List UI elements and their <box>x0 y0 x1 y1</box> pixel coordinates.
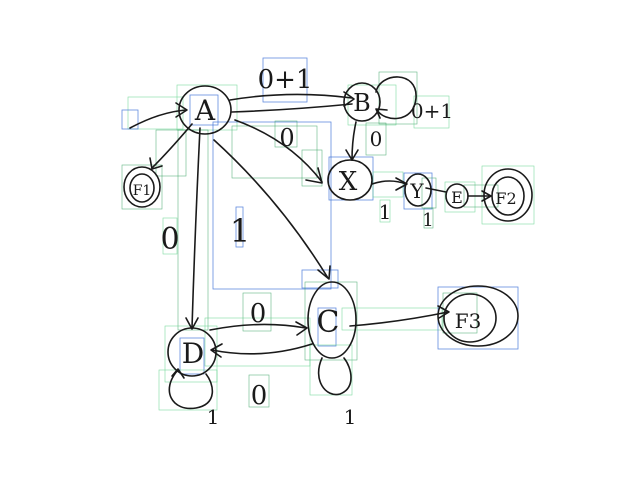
state-a: A <box>178 85 232 135</box>
edge-d-self-loop <box>168 369 214 410</box>
edge-y-to-e <box>425 187 447 193</box>
edge-label-d-to-c: 0 <box>250 299 267 329</box>
state-d: D <box>167 327 217 377</box>
edge-a-to-c <box>213 139 329 279</box>
edge-c-to-d <box>211 343 313 355</box>
state-c: C <box>307 281 357 359</box>
state-b-label: B <box>353 89 371 117</box>
state-f2-accepting: F2 <box>483 168 533 222</box>
state-y: Y <box>404 173 432 207</box>
state-b: B <box>343 82 381 122</box>
edge-label-d-self: 1 <box>207 405 220 429</box>
state-y-label: Y <box>409 179 424 203</box>
state-nodes: A B X Y E F2 F1 C <box>123 82 533 377</box>
edge-label-b-self: 0+1 <box>411 99 453 123</box>
state-f3-label: F3 <box>455 309 482 333</box>
annotation-boxes <box>121 57 535 411</box>
edge-label-a-to-d: 0 <box>160 222 179 257</box>
edge-a-to-x <box>234 119 323 183</box>
edge-b-self-loop <box>375 76 417 120</box>
state-d-label: D <box>182 337 204 370</box>
edge-b-to-x <box>351 121 357 161</box>
state-e: E <box>445 183 469 209</box>
state-f1-accepting: F1 <box>123 166 161 208</box>
state-a-label: A <box>194 94 216 127</box>
state-f1-label: F1 <box>133 183 152 199</box>
edge-label-x-to-y: 1 <box>379 200 392 224</box>
edge-label-y-to-e: 1 <box>422 210 433 231</box>
start-arrow <box>129 109 187 129</box>
edge-label-a-to-x: 0 <box>279 124 294 152</box>
state-f2-label: F2 <box>495 189 516 208</box>
edge-b-to-a <box>231 103 353 113</box>
state-f3-accepting: F3 <box>437 285 519 347</box>
edge-label-group: 0+1 0+1 0 0 1 1 1 0 0 0 1 1 <box>160 65 453 429</box>
edge-x-to-y <box>371 180 407 185</box>
state-x-label: X <box>339 167 358 197</box>
edge-label-a-to-c: 1 <box>230 212 250 250</box>
edge-d-to-c <box>209 323 307 331</box>
edge-c-self-loop <box>317 357 352 396</box>
edge-label-b-to-x: 0 <box>370 127 383 151</box>
transition-edges <box>129 76 492 410</box>
state-c-label: C <box>317 305 340 340</box>
state-e-label: E <box>451 188 463 207</box>
state-x: X <box>327 159 373 201</box>
edge-label-c-to-d: 0 <box>251 381 268 411</box>
edge-c-to-f3 <box>349 311 449 327</box>
edge-a-to-d <box>191 127 201 329</box>
edge-label-c-self: 1 <box>344 405 357 429</box>
edge-a-to-b <box>229 93 353 101</box>
edge-label-a-to-b: 0+1 <box>258 65 313 95</box>
